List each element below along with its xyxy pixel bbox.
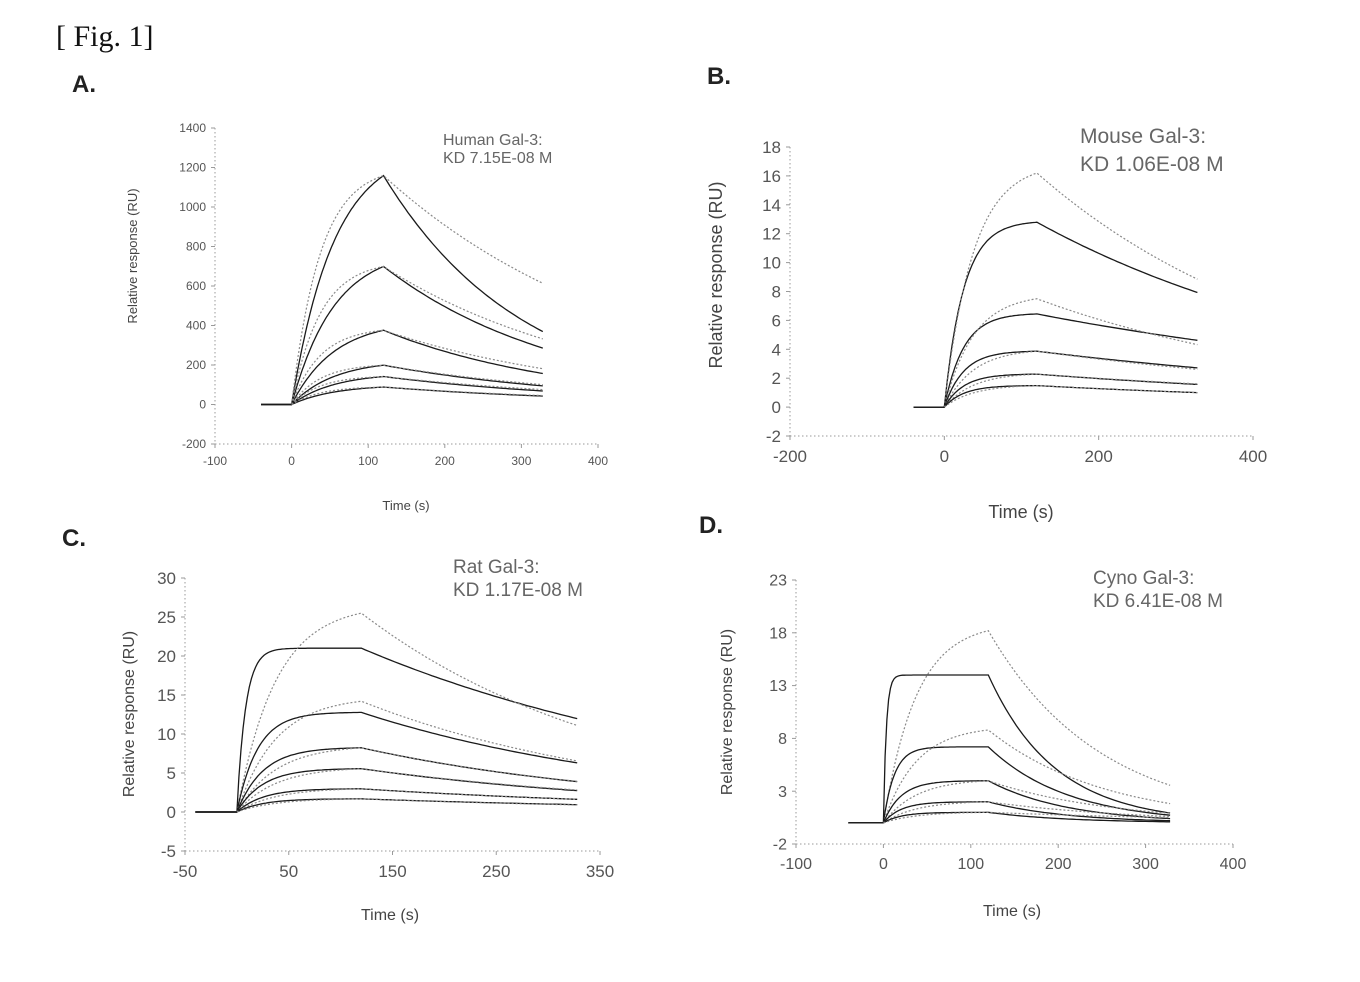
y-tick-label: 8 [772, 282, 781, 301]
y-tick-label: 400 [186, 319, 206, 333]
y-tick-label: 8 [778, 731, 787, 748]
figure-title: [ Fig. 1] [56, 20, 154, 53]
y-tick-label: 800 [186, 240, 206, 254]
x-tick-label: 400 [1239, 447, 1267, 466]
x-tick-label: -100 [203, 454, 227, 468]
series-fit-line [944, 173, 1197, 407]
x-tick-label: 200 [435, 454, 455, 468]
y-tick-label: 13 [769, 678, 787, 695]
panel-letter: D. [699, 512, 723, 539]
y-axis-label: Relative response (RU) [719, 629, 736, 795]
series-fit-line [237, 613, 577, 812]
y-tick-label: 18 [762, 138, 781, 157]
y-tick-label: 600 [186, 279, 206, 293]
panel-letter: A. [72, 71, 96, 98]
y-tick-label: 20 [157, 647, 176, 666]
y-tick-label: 14 [762, 196, 781, 215]
y-tick-label: 1000 [179, 200, 206, 214]
series-line [195, 648, 577, 812]
chart-title: Cyno Gal-3: [1093, 568, 1194, 589]
y-axis-label: Relative response (RU) [125, 188, 140, 323]
figure: [ Fig. 1] A.-200020040060080010001200140… [0, 0, 1360, 982]
series-line [261, 387, 543, 405]
kd-annotation: KD 7.15E-08 M [443, 150, 552, 167]
y-tick-label: 1200 [179, 161, 206, 175]
y-tick-label: 10 [762, 254, 781, 273]
x-tick-label: 350 [586, 862, 614, 881]
chart-title: Human Gal-3: [443, 132, 543, 149]
x-tick-label: 100 [358, 454, 378, 468]
x-tick-label: 0 [879, 856, 888, 873]
series-fit-line [292, 267, 543, 405]
y-tick-label: 0 [772, 398, 781, 417]
y-axis-label: Relative response (RU) [121, 631, 138, 797]
x-tick-label: 100 [957, 856, 984, 873]
y-tick-label: 0 [199, 398, 206, 412]
y-tick-label: 1400 [179, 121, 206, 135]
series-line [848, 812, 1170, 823]
kd-annotation: KD 6.41E-08 M [1093, 591, 1223, 612]
y-tick-label: 12 [762, 225, 781, 244]
y-tick-label: 5 [167, 764, 176, 783]
x-tick-label: 150 [378, 862, 406, 881]
series-line [914, 222, 1198, 407]
kd-annotation: KD 1.06E-08 M [1080, 153, 1224, 176]
y-tick-label: 16 [762, 167, 781, 186]
chart-panel-c: C.-5051015202530-5050150250350Time (s)Re… [62, 525, 614, 924]
y-tick-label: 30 [157, 569, 176, 588]
series-line [848, 781, 1170, 823]
x-axis-label: Time (s) [983, 903, 1041, 920]
y-tick-label: 2 [772, 369, 781, 388]
y-axis-label: Relative response (RU) [706, 181, 726, 368]
x-tick-label: 400 [1220, 856, 1247, 873]
y-tick-label: 25 [157, 608, 176, 627]
chart-title: Mouse Gal-3: [1080, 125, 1206, 148]
x-tick-label: 0 [288, 454, 295, 468]
y-tick-label: -2 [766, 427, 781, 446]
y-tick-label: -200 [182, 437, 206, 451]
x-tick-label: 200 [1084, 447, 1112, 466]
x-axis-label: Time (s) [361, 907, 419, 924]
chart-panel-b: B. -2 0 2 4 6 8 10 12 14 16 18 -200 0 200 400 Time (s) Re… [706, 63, 1267, 522]
x-tick-label: 250 [482, 862, 510, 881]
x-tick-label: 300 [511, 454, 531, 468]
panel-letter: B. [707, 63, 731, 90]
y-tick-label: 23 [769, 573, 787, 590]
series-fit-line [292, 387, 543, 405]
y-tick-label: 0 [167, 803, 176, 822]
y-tick-label: 4 [772, 340, 781, 359]
x-tick-label: -200 [773, 447, 807, 466]
series-line [914, 351, 1198, 407]
kd-annotation: KD 1.17E-08 M [453, 580, 583, 601]
x-tick-label: 50 [279, 862, 298, 881]
y-tick-label: 18 [769, 625, 787, 642]
chart-panel-d: D. -2 3 8 13 18 23 -100 0 100 200 300 400 Time (s) Rel… [699, 512, 1246, 920]
y-tick-label: -5 [161, 842, 176, 861]
x-tick-label: 0 [940, 447, 949, 466]
x-tick-label: 300 [1132, 856, 1159, 873]
series-line [261, 176, 543, 405]
y-tick-label: 3 [778, 784, 787, 801]
chart-panel-a: A. -200 0 200 400 600 800 1000 1200 1400 -100 0 100 2… [72, 71, 608, 513]
y-tick-label: -2 [773, 837, 787, 854]
x-tick-label: -100 [780, 856, 812, 873]
x-axis-label: Time (s) [382, 498, 429, 513]
y-tick-label: 6 [772, 311, 781, 330]
x-tick-label: -50 [173, 862, 198, 881]
panel-letter: C. [62, 525, 86, 552]
series-fit-line [883, 631, 1170, 823]
y-tick-label: 10 [157, 725, 176, 744]
y-tick-label: 200 [186, 358, 206, 372]
panels: A.-2000200400600800100012001400-10001002… [62, 63, 1267, 924]
chart-title: Rat Gal-3: [453, 557, 540, 578]
x-tick-label: 200 [1045, 856, 1072, 873]
y-tick-label: 15 [157, 686, 176, 705]
x-tick-label: 400 [588, 454, 608, 468]
x-axis-label: Time (s) [988, 502, 1053, 522]
